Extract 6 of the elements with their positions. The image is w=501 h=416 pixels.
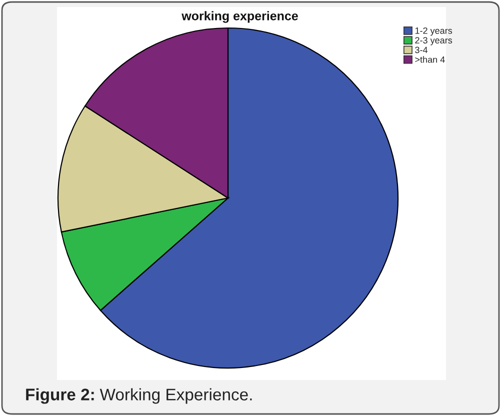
caption: Figure 2: Working Experience. — [26, 388, 252, 404]
legend-label: 3-4 — [415, 46, 428, 54]
legend-label: >than 4 — [415, 56, 445, 63]
chart-title: working experience — [182, 11, 298, 23]
legend-label: 1-2 years — [415, 27, 452, 36]
legend-label: 2-3 years — [415, 37, 452, 46]
